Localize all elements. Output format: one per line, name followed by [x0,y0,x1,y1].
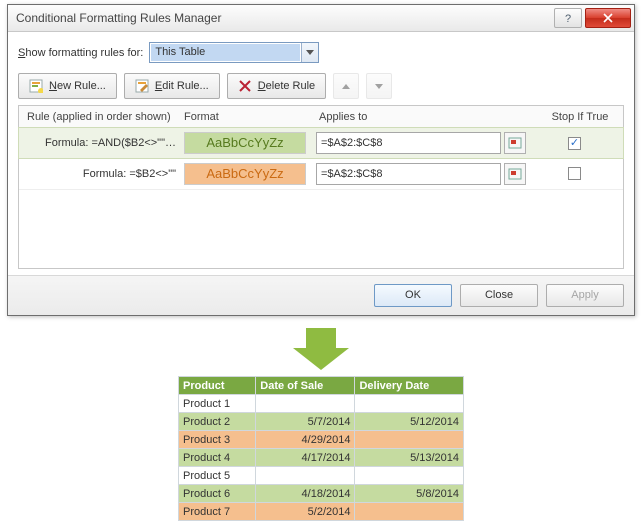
svg-text:?: ? [565,13,571,23]
arrow-graphic [293,328,349,370]
dropdown-value: This Table [151,44,300,61]
show-rules-label: Show formatting rules for: [18,47,143,59]
table-cell [355,467,464,485]
table-row: Product 64/18/20145/8/2014 [179,485,464,503]
table-header: Date of Sale [256,377,355,395]
table-cell: Product 7 [179,503,256,521]
table-row: Product 75/2/2014 [179,503,464,521]
table-row: Product 1 [179,395,464,413]
table-cell [355,395,464,413]
delete-rule-icon [238,79,252,93]
show-rules-row: Show formatting rules for: This Table [18,42,624,63]
col-rule: Rule (applied in order shown) [19,111,184,123]
new-rule-button[interactable]: New Rule... [18,73,117,99]
rules-list: Rule (applied in order shown) Format App… [18,105,624,269]
apply-button[interactable]: Apply [546,284,624,307]
dialog-footer: OK Close Apply [8,275,634,315]
rules-header: Rule (applied in order shown) Format App… [19,106,623,128]
table-cell: Product 1 [179,395,256,413]
delete-rule-button[interactable]: Delete Rule [227,73,327,99]
new-rule-icon [29,79,43,93]
table-row: Product 25/7/20145/12/2014 [179,413,464,431]
table-row: Product 44/17/20145/13/2014 [179,449,464,467]
table-cell: 5/7/2014 [256,413,355,431]
rule-row[interactable]: Formula: =AND($B2<>""…AaBbCcYyZz =$A$2:$C… [18,127,624,159]
table-cell [256,395,355,413]
rule-row[interactable]: Formula: =$B2<>""AaBbCcYyZz =$A$2:$C$8 [19,158,623,190]
edit-rule-button[interactable]: Edit Rule... [124,73,220,99]
new-rule-label: ew Rule... [57,80,106,92]
table-row: Product 34/29/2014 [179,431,464,449]
toolbar: New Rule... Edit Rule... Delete Rule [18,73,624,99]
table-cell [355,503,464,521]
dropdown-toggle[interactable] [301,43,318,62]
table-row: Product 5 [179,467,464,485]
rule-formula: Formula: =$B2<>"" [19,168,184,180]
applies-input[interactable]: =$A$2:$C$8 [316,132,501,154]
table-cell: Product 5 [179,467,256,485]
table-cell: 4/29/2014 [256,431,355,449]
dialog-title: Conditional Formatting Rules Manager [8,11,554,25]
table-cell [256,467,355,485]
rule-formula: Formula: =AND($B2<>""… [19,137,184,149]
col-stop: Stop If True [537,111,623,123]
col-format: Format [184,111,319,123]
table-cell [355,431,464,449]
format-preview: AaBbCcYyZz [184,163,306,185]
move-up-button[interactable] [333,73,359,99]
table-cell: 5/8/2014 [355,485,464,503]
rules-manager-dialog: Conditional Formatting Rules Manager ? S… [7,4,635,316]
result-table: ProductDate of SaleDelivery Date Product… [178,376,464,521]
close-window-button[interactable] [585,8,631,28]
stop-if-true[interactable] [526,167,623,180]
close-button[interactable]: Close [460,284,538,307]
show-rules-dropdown[interactable]: This Table [149,42,319,63]
edit-rule-icon [135,79,149,93]
table-cell: 5/12/2014 [355,413,464,431]
titlebar: Conditional Formatting Rules Manager ? [8,5,634,32]
move-down-button[interactable] [366,73,392,99]
table-cell: Product 3 [179,431,256,449]
table-cell: 5/13/2014 [355,449,464,467]
table-cell: Product 6 [179,485,256,503]
format-preview: AaBbCcYyZz [184,132,306,154]
stop-if-true[interactable] [526,137,623,150]
col-applies: Applies to [319,111,537,123]
table-header: Product [179,377,256,395]
range-select-icon[interactable] [504,163,526,185]
dialog-body: Show formatting rules for: This Table Ne… [8,32,634,275]
table-cell: 4/17/2014 [256,449,355,467]
table-cell: Product 4 [179,449,256,467]
table-cell: 4/18/2014 [256,485,355,503]
table-cell: 5/2/2014 [256,503,355,521]
table-header: Delivery Date [355,377,464,395]
range-select-icon[interactable] [504,132,526,154]
table-cell: Product 2 [179,413,256,431]
help-button[interactable]: ? [554,8,582,28]
ok-button[interactable]: OK [374,284,452,307]
applies-input[interactable]: =$A$2:$C$8 [316,163,501,185]
